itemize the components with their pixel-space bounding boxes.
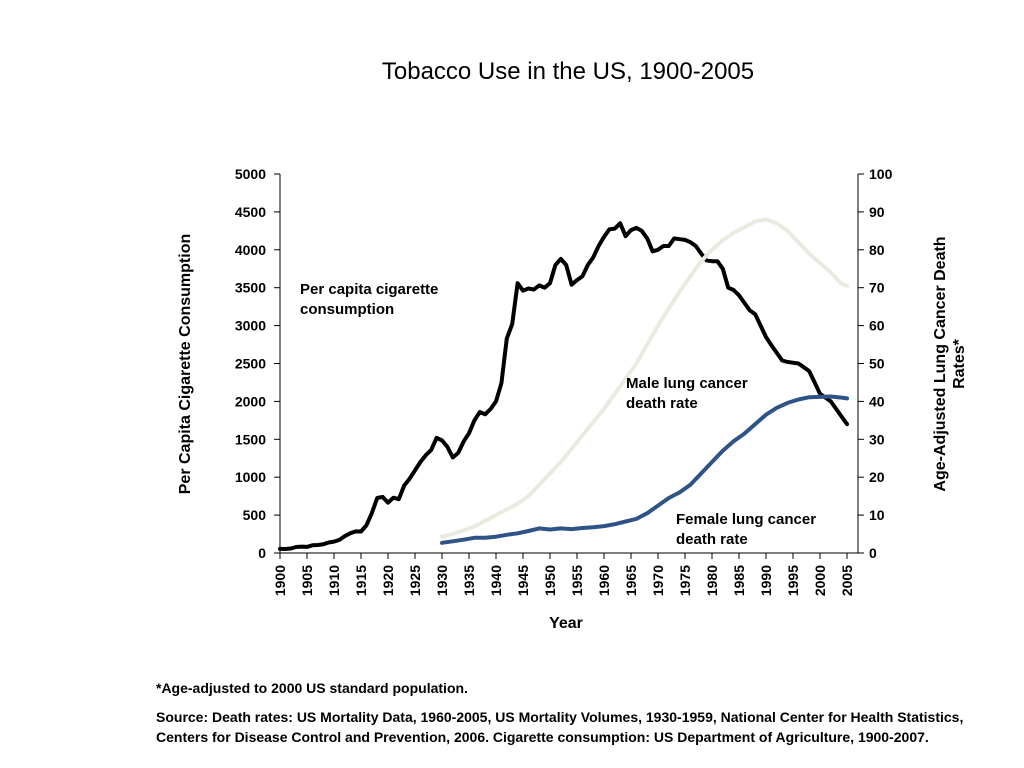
consumption-line (278, 221, 849, 551)
y-right-tick-label: 90 (869, 204, 885, 220)
x-tick-label: 2005 (839, 565, 855, 596)
y-axis-left-title: Per Capita Cigarette Consumption (177, 234, 194, 494)
x-tick-label: 1965 (623, 565, 639, 596)
annotation-consumption: Per capita cigarette consumption (300, 281, 438, 318)
chart-title: Tobacco Use in the US, 1900-2005 (381, 58, 755, 85)
y-right-tick-label: 30 (869, 431, 885, 447)
y-left-tick-label: 3000 (235, 318, 266, 334)
annotation-line: Female lung cancer (676, 511, 816, 528)
chart-axes: 0500100015002000250030003500400045005000… (177, 166, 968, 632)
y-left-tick-label: 500 (243, 507, 267, 523)
x-tick-label: 1990 (758, 565, 774, 596)
y-left-tick-label: 4500 (235, 204, 266, 220)
x-tick-label: 1905 (299, 565, 315, 596)
annotation-line: Male lung cancer (626, 375, 748, 392)
y-left-tick-label: 3500 (235, 280, 266, 296)
x-tick-label: 1970 (650, 565, 666, 596)
x-tick-label: 1960 (596, 565, 612, 596)
x-tick-label: 1910 (326, 565, 342, 596)
x-tick-label: 1930 (434, 565, 450, 596)
series-layer (278, 217, 849, 551)
footnote-asterisk: *Age-adjusted to 2000 US standard popula… (156, 680, 468, 696)
y-left-tick-label: 1500 (235, 431, 266, 447)
x-tick-label: 1920 (380, 565, 396, 596)
footnote-source: Source: Death rates: US Mortality Data, … (156, 709, 964, 745)
y-right-tick-label: 100 (869, 166, 893, 182)
y-right-tick-label: 40 (869, 393, 885, 409)
y-left-tick-label: 2500 (235, 356, 266, 372)
annotation-line: consumption (300, 301, 394, 318)
y-axis-right-title-line: Rates* (951, 338, 968, 389)
chart-plot: 0500100015002000250030003500400045005000… (177, 166, 968, 632)
annotation-line: death rate (626, 395, 698, 412)
x-tick-label: 1900 (272, 565, 288, 596)
x-tick-label: 1980 (704, 565, 720, 596)
x-tick-label: 1935 (461, 565, 477, 596)
annotation-line: death rate (676, 531, 748, 548)
x-tick-label: 1945 (515, 565, 531, 596)
y-right-tick-label: 0 (869, 545, 877, 561)
female-lung-cancer-line (440, 394, 849, 545)
male-lung-cancer-line (440, 217, 849, 539)
x-tick-label: 1995 (785, 565, 801, 596)
x-axis-title: Year (549, 615, 583, 632)
y-right-tick-label: 80 (869, 242, 885, 258)
x-tick-label: 1925 (407, 565, 423, 596)
x-tick-label: 1950 (542, 565, 558, 596)
x-tick-label: 2000 (812, 565, 828, 596)
x-tick-label: 1975 (677, 565, 693, 596)
y-right-tick-label: 10 (869, 507, 885, 523)
y-right-tick-label: 20 (869, 469, 885, 485)
y-right-tick-label: 50 (869, 356, 885, 372)
annotation-male-rate: Male lung cancer death rate (626, 375, 748, 412)
y-left-tick-label: 2000 (235, 393, 266, 409)
x-tick-label: 1955 (569, 565, 585, 596)
y-right-tick-label: 60 (869, 318, 885, 334)
y-right-tick-label: 70 (869, 280, 885, 296)
x-tick-label: 1915 (353, 565, 369, 596)
y-axis-right-title-line: Age-Adjusted Lung Cancer Death (932, 236, 949, 491)
y-axis-right-title: Age-Adjusted Lung Cancer Death Rates* (932, 236, 968, 491)
x-tick-label: 1985 (731, 565, 747, 596)
y-left-tick-label: 4000 (235, 242, 266, 258)
y-left-tick-label: 0 (258, 545, 266, 561)
y-left-tick-label: 5000 (235, 166, 266, 182)
annotation-layer: Per capita cigarette consumption Male lung… (300, 281, 816, 548)
x-tick-label: 1940 (488, 565, 504, 596)
annotation-female-rate: Female lung cancer death rate (676, 511, 816, 548)
annotation-line: Per capita cigarette (300, 281, 438, 298)
y-left-tick-label: 1000 (235, 469, 266, 485)
